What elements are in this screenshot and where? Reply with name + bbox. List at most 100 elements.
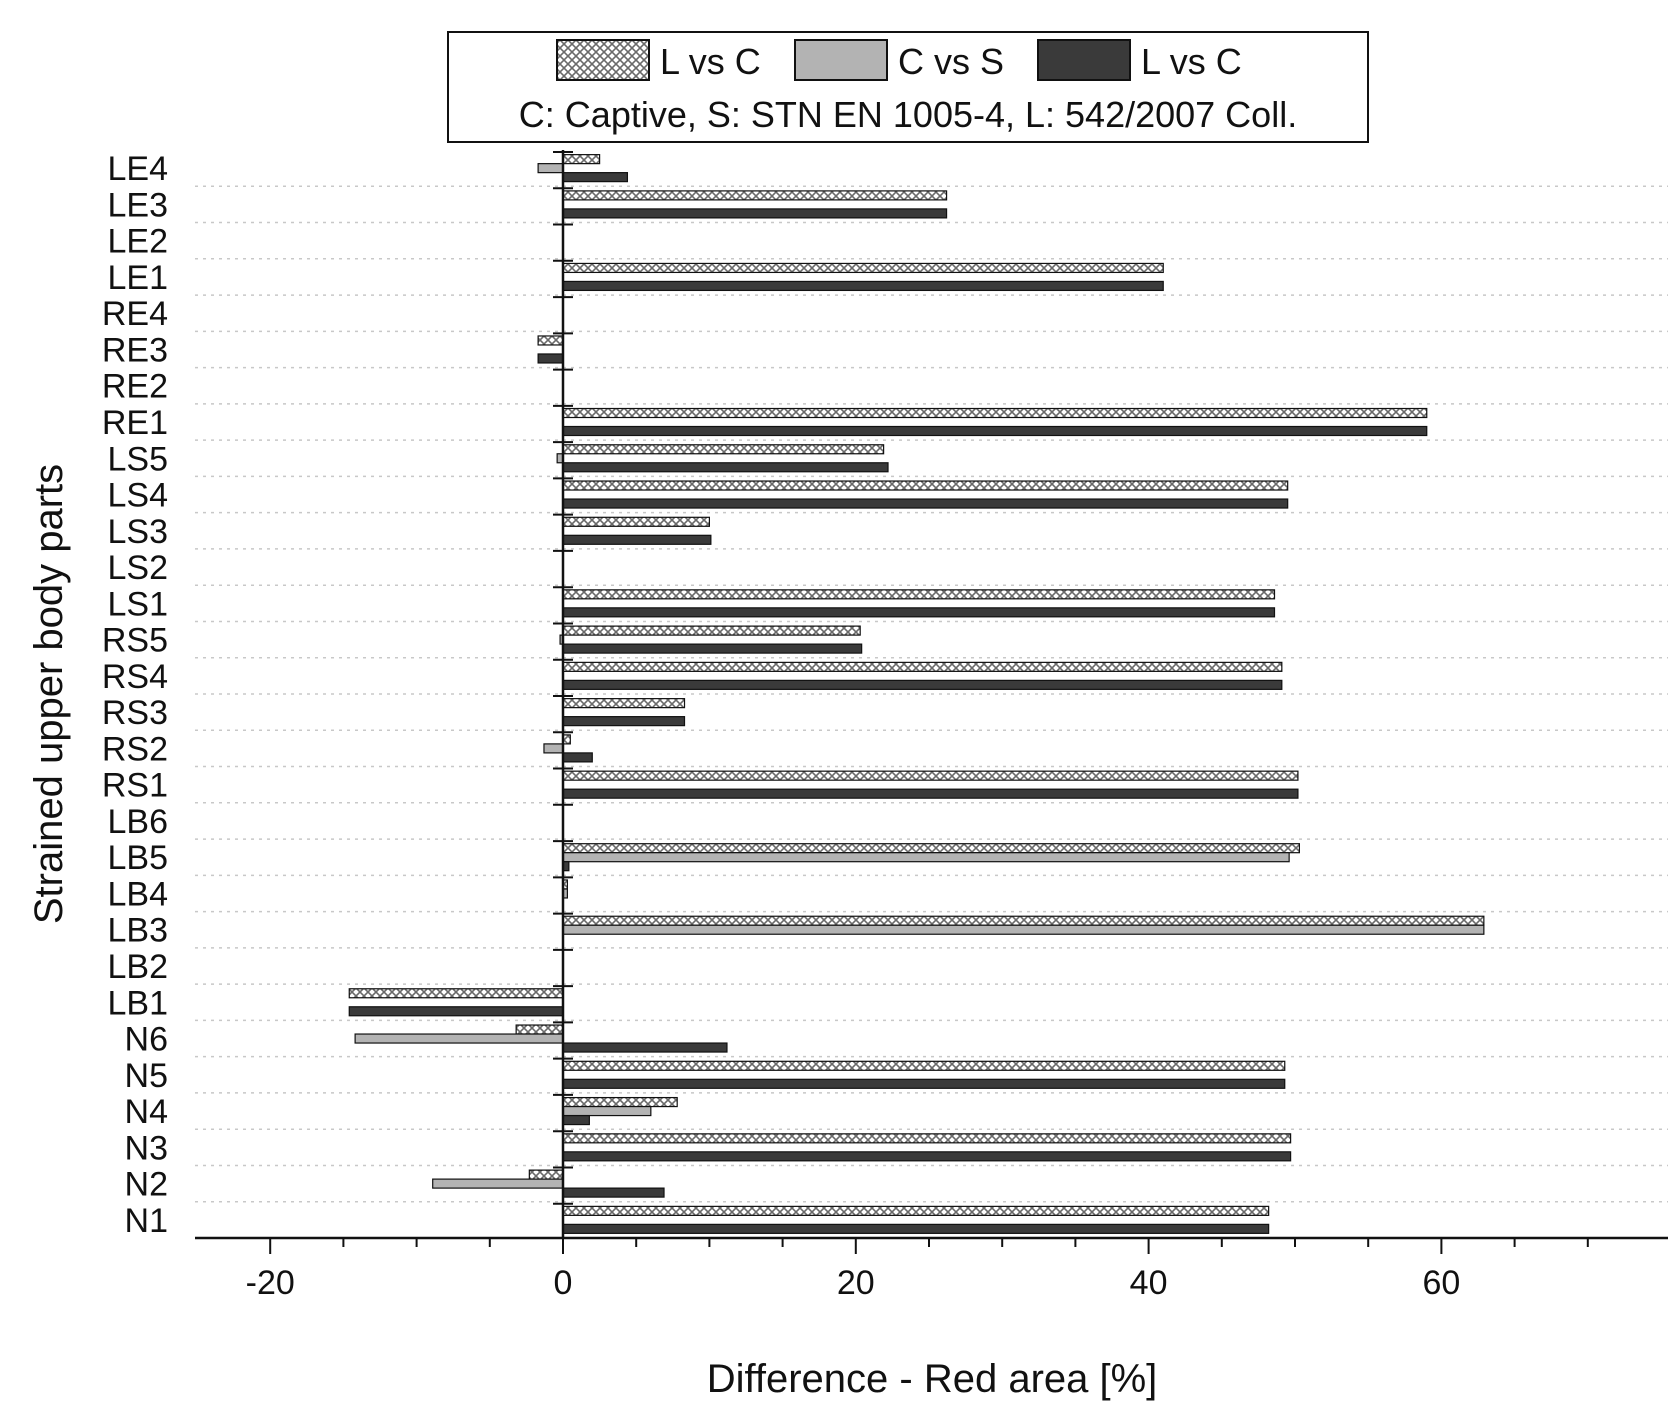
y-tick-label-ls2: LS2 [108,549,169,587]
bar-n6-series-0 [515,1024,564,1035]
bar-ls4-series-0 [562,480,1289,491]
y-tick-label-lb3: LB3 [108,912,169,950]
bar-ls4-series-2 [562,498,1289,509]
bar-rs5-series-0 [562,625,861,636]
bar-n1-series-0 [562,1205,1270,1216]
bar-n2-series-0 [528,1169,564,1180]
bar-re1-series-0 [562,407,1428,419]
y-tick-labels: LE4LE3LE2LE1RE4RE3RE2RE1LS5LS4LS3LS2LS1R… [102,150,573,1240]
bar-n5-series-2 [562,1078,1286,1089]
y-tick-label-n2: N2 [125,1166,168,1204]
y-tick-label-le3: LE3 [108,186,169,224]
y-tick-label-le2: LE2 [108,223,169,261]
y-tick-label-n4: N4 [125,1093,168,1131]
legend-swatch-c-vs-s [794,39,888,81]
bar-n6-series-1 [354,1033,564,1044]
x-tick-label-0: 0 [554,1264,573,1302]
y-tick-label-le4: LE4 [108,150,169,188]
bar-ls1-series-0 [562,589,1276,600]
bar-n5-series-0 [562,1060,1286,1071]
bar-le1-series-2 [562,280,1164,292]
y-tick-label-lb2: LB2 [108,948,169,986]
bar-lb5-series-0 [562,843,1300,854]
bar-rs3-series-0 [562,698,686,709]
bar-ls1-series-2 [562,607,1276,618]
bar-re3-series-0 [537,335,564,346]
y-tick-label-n1: N1 [125,1202,168,1240]
y-tick-label-ls4: LS4 [108,477,169,515]
y-tick-label-lb4: LB4 [108,875,169,913]
bar-lb3-series-1 [562,924,1485,935]
y-axis-title: Strained upper body parts [27,464,71,924]
y-tick-label-re3: RE3 [102,331,168,369]
y-tick-label-rs1: RS1 [102,767,168,805]
y-tick-label-n5: N5 [125,1057,168,1095]
bar-rs2-series-1 [543,743,564,754]
legend-label-l-vs-c-solid: L vs C [1141,41,1242,82]
y-tick-label-lb5: LB5 [108,839,169,877]
bar-ls3-series-2 [562,534,712,545]
legend-swatch-l-vs-c-hatched [556,39,650,81]
bar-lb1-series-2 [348,1006,564,1017]
x-axis-title: Difference - Red area [%] [707,1357,1158,1401]
x-tick-label-40: 40 [1130,1264,1168,1302]
bar-lb5-series-1 [562,852,1290,863]
y-tick-label-rs2: RS2 [102,730,168,768]
y-tick-label-ls5: LS5 [108,440,169,478]
bar-ls3-series-0 [562,516,710,527]
y-tick-label-n3: N3 [125,1129,168,1167]
legend-swatch-l-vs-c-solid [1037,39,1131,81]
bar-re3-series-2 [537,353,564,364]
bar-n4-series-0 [562,1096,678,1108]
y-tick-label-n6: N6 [125,1021,168,1059]
bar-n2-series-1 [432,1178,564,1189]
bar-n4-series-2 [562,1114,590,1126]
y-tick-label-re4: RE4 [102,295,168,333]
bar-rs2-series-2 [562,752,593,763]
bar-rs3-series-2 [562,716,686,727]
bar-le1-series-0 [562,262,1164,274]
bar-n6-series-2 [562,1042,728,1053]
bar-re1-series-2 [562,425,1428,437]
bar-le3-series-2 [562,208,948,219]
bar-n1-series-2 [562,1223,1270,1234]
bar-le4-series-1 [537,163,564,174]
bar-rs4-series-2 [562,679,1283,690]
y-tick-label-lb6: LB6 [108,803,169,841]
y-tick-label-rs4: RS4 [102,658,168,696]
x-tick-label-neg20: -20 [246,1264,295,1302]
bar-n2-series-2 [562,1187,665,1198]
bar-rs5-series-2 [562,643,863,654]
legend-label-l-vs-c-hatched: L vs C [660,41,761,82]
grid [195,185,1668,1203]
y-tick-label-re1: RE1 [102,404,168,442]
bar-le4-series-0 [562,154,601,165]
bar-rs1-series-0 [562,770,1299,781]
bar-rs4-series-0 [562,661,1283,672]
x-tick-labels: -20 0 20 40 60 [246,1238,1589,1302]
y-tick-label-le1: LE1 [108,259,169,297]
y-tick-label-ls3: LS3 [108,513,169,551]
axes [195,150,1668,1240]
y-tick-label-ls1: LS1 [108,585,169,623]
x-tick-label-20: 20 [837,1264,875,1302]
y-tick-label-rs5: RS5 [102,622,168,660]
bar-ls5-series-0 [562,444,885,455]
bar-lb3-series-0 [562,915,1485,926]
bar-rs1-series-2 [562,788,1299,799]
bar-le4-series-2 [562,172,629,183]
legend-label-c-vs-s: C vs S [898,41,1004,82]
bar-n3-series-2 [562,1151,1292,1162]
bar-ls5-series-2 [562,462,889,473]
bar-le3-series-0 [562,190,948,201]
y-tick-label-re2: RE2 [102,368,168,406]
bar-lb1-series-0 [348,988,564,999]
y-tick-label-rs3: RS3 [102,694,168,732]
legend-note: C: Captive, S: STN EN 1005-4, L: 542/200… [519,94,1297,135]
y-tick-label-lb1: LB1 [108,984,169,1022]
x-tick-label-60: 60 [1422,1264,1460,1302]
bar-n4-series-1 [562,1105,652,1117]
legend: L vs C C vs S L vs C C: Captive, S: STN … [447,31,1369,143]
bar-n3-series-0 [562,1133,1292,1144]
